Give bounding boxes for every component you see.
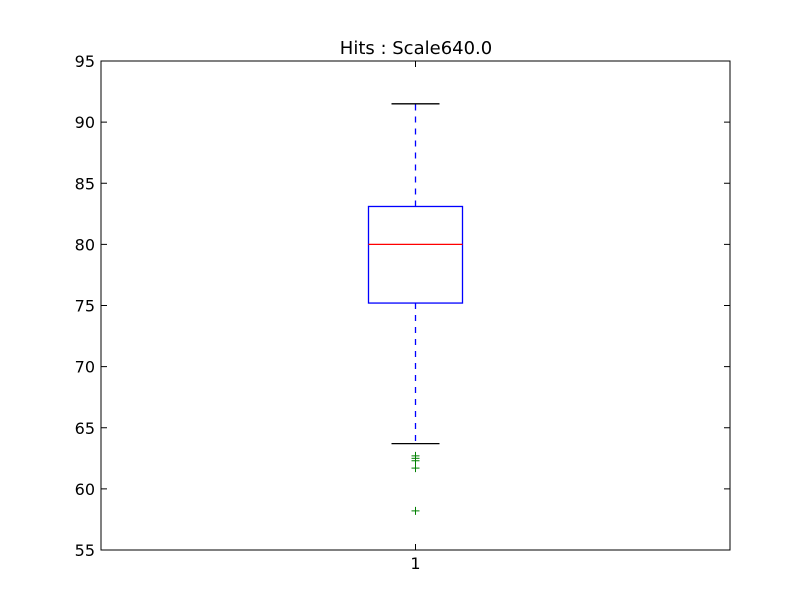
x-axis: 1 <box>410 61 421 573</box>
x-tick-label: 1 <box>410 554 420 573</box>
y-tick-label: 95 <box>75 52 95 71</box>
plot-area <box>367 103 464 515</box>
y-tick-label: 85 <box>75 174 95 193</box>
y-tick-label: 90 <box>75 113 95 132</box>
outlier-point <box>411 456 420 465</box>
y-axis: 55 60 65 70 75 80 85 90 95 <box>75 52 730 560</box>
chart-title: Hits : Scale640.0 <box>340 38 492 59</box>
outlier-point <box>411 506 420 515</box>
y-tick-label: 75 <box>75 297 95 316</box>
outlier-point <box>411 464 420 473</box>
iqr-box <box>367 205 464 304</box>
y-tick-label: 70 <box>75 358 95 377</box>
y-tick-label: 55 <box>75 541 95 560</box>
y-tick-label: 80 <box>75 235 95 254</box>
y-tick-label: 60 <box>75 480 95 499</box>
y-tick-label: 65 <box>75 419 95 438</box>
